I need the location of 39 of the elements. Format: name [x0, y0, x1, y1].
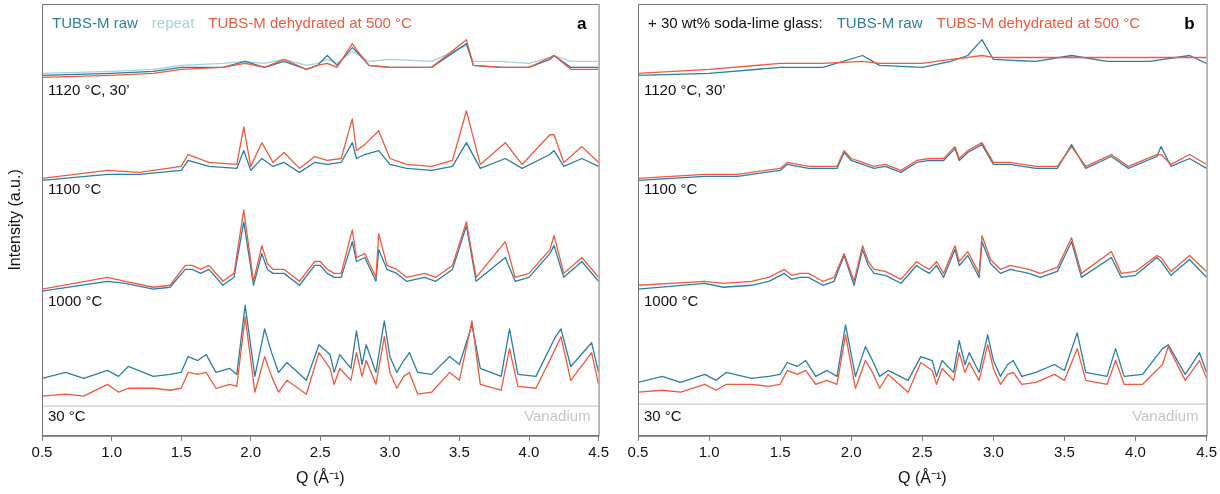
annotation: 30 °C: [644, 406, 682, 424]
x-tick-label: 3.5: [449, 442, 470, 460]
annotation: Vanadium: [1132, 406, 1199, 424]
annotation: 1100 °C: [644, 179, 698, 197]
x-tick-label: 4.0: [1125, 442, 1146, 460]
chart-title: a: [577, 13, 588, 33]
x-tick-label: 4.0: [518, 442, 540, 460]
x-tick-label: 0.5: [31, 442, 53, 460]
annotation: 1100 °C: [48, 179, 102, 197]
x-tick-label: 4.5: [1196, 442, 1217, 460]
x-tick-label: 4.5: [588, 442, 609, 460]
x-tick-label: 3.0: [982, 442, 1004, 460]
annotation: 1000 °C: [48, 292, 103, 310]
annotation: 30 °C: [48, 406, 86, 424]
legend-title: + 30 wt% soda-lime glass:: [648, 14, 823, 32]
x-tick-label: 3.0: [379, 442, 401, 460]
annotation: 1120 °C, 30’: [48, 80, 130, 98]
x-axis-title: Q (Å⁻¹): [898, 467, 947, 486]
annotation: 1120 °C, 30’: [644, 80, 726, 98]
text: TUBS-M raw: [52, 14, 138, 32]
x-tick-label: 1.0: [101, 442, 122, 460]
x-tick-label: 2.0: [840, 442, 862, 460]
chart-title: b: [1184, 13, 1195, 33]
x-tick-label: 1.5: [170, 442, 192, 460]
x-tick-label: 2.0: [240, 442, 262, 460]
x-axis-title: Q (Å⁻¹): [296, 467, 345, 486]
y-axis-title: Intensity (a.u.): [6, 169, 24, 271]
x-tick-label: 3.5: [1054, 442, 1075, 460]
text: repeat: [151, 14, 196, 32]
annotation: 1000 °C: [644, 292, 699, 310]
text: TUBS-M dehydrated at 500 °C: [208, 14, 413, 32]
x-tick-label: 1.5: [769, 442, 791, 460]
x-tick-label: 1.0: [698, 442, 720, 460]
annotation: Vanadium: [524, 406, 591, 424]
x-tick-label: 2.5: [911, 442, 933, 460]
text: TUBS-M dehydrated at 500 °C: [936, 14, 1141, 32]
text: TUBS-M raw: [836, 14, 923, 32]
x-tick-label: 0.5: [627, 442, 649, 460]
x-tick-label: 2.5: [309, 442, 331, 460]
